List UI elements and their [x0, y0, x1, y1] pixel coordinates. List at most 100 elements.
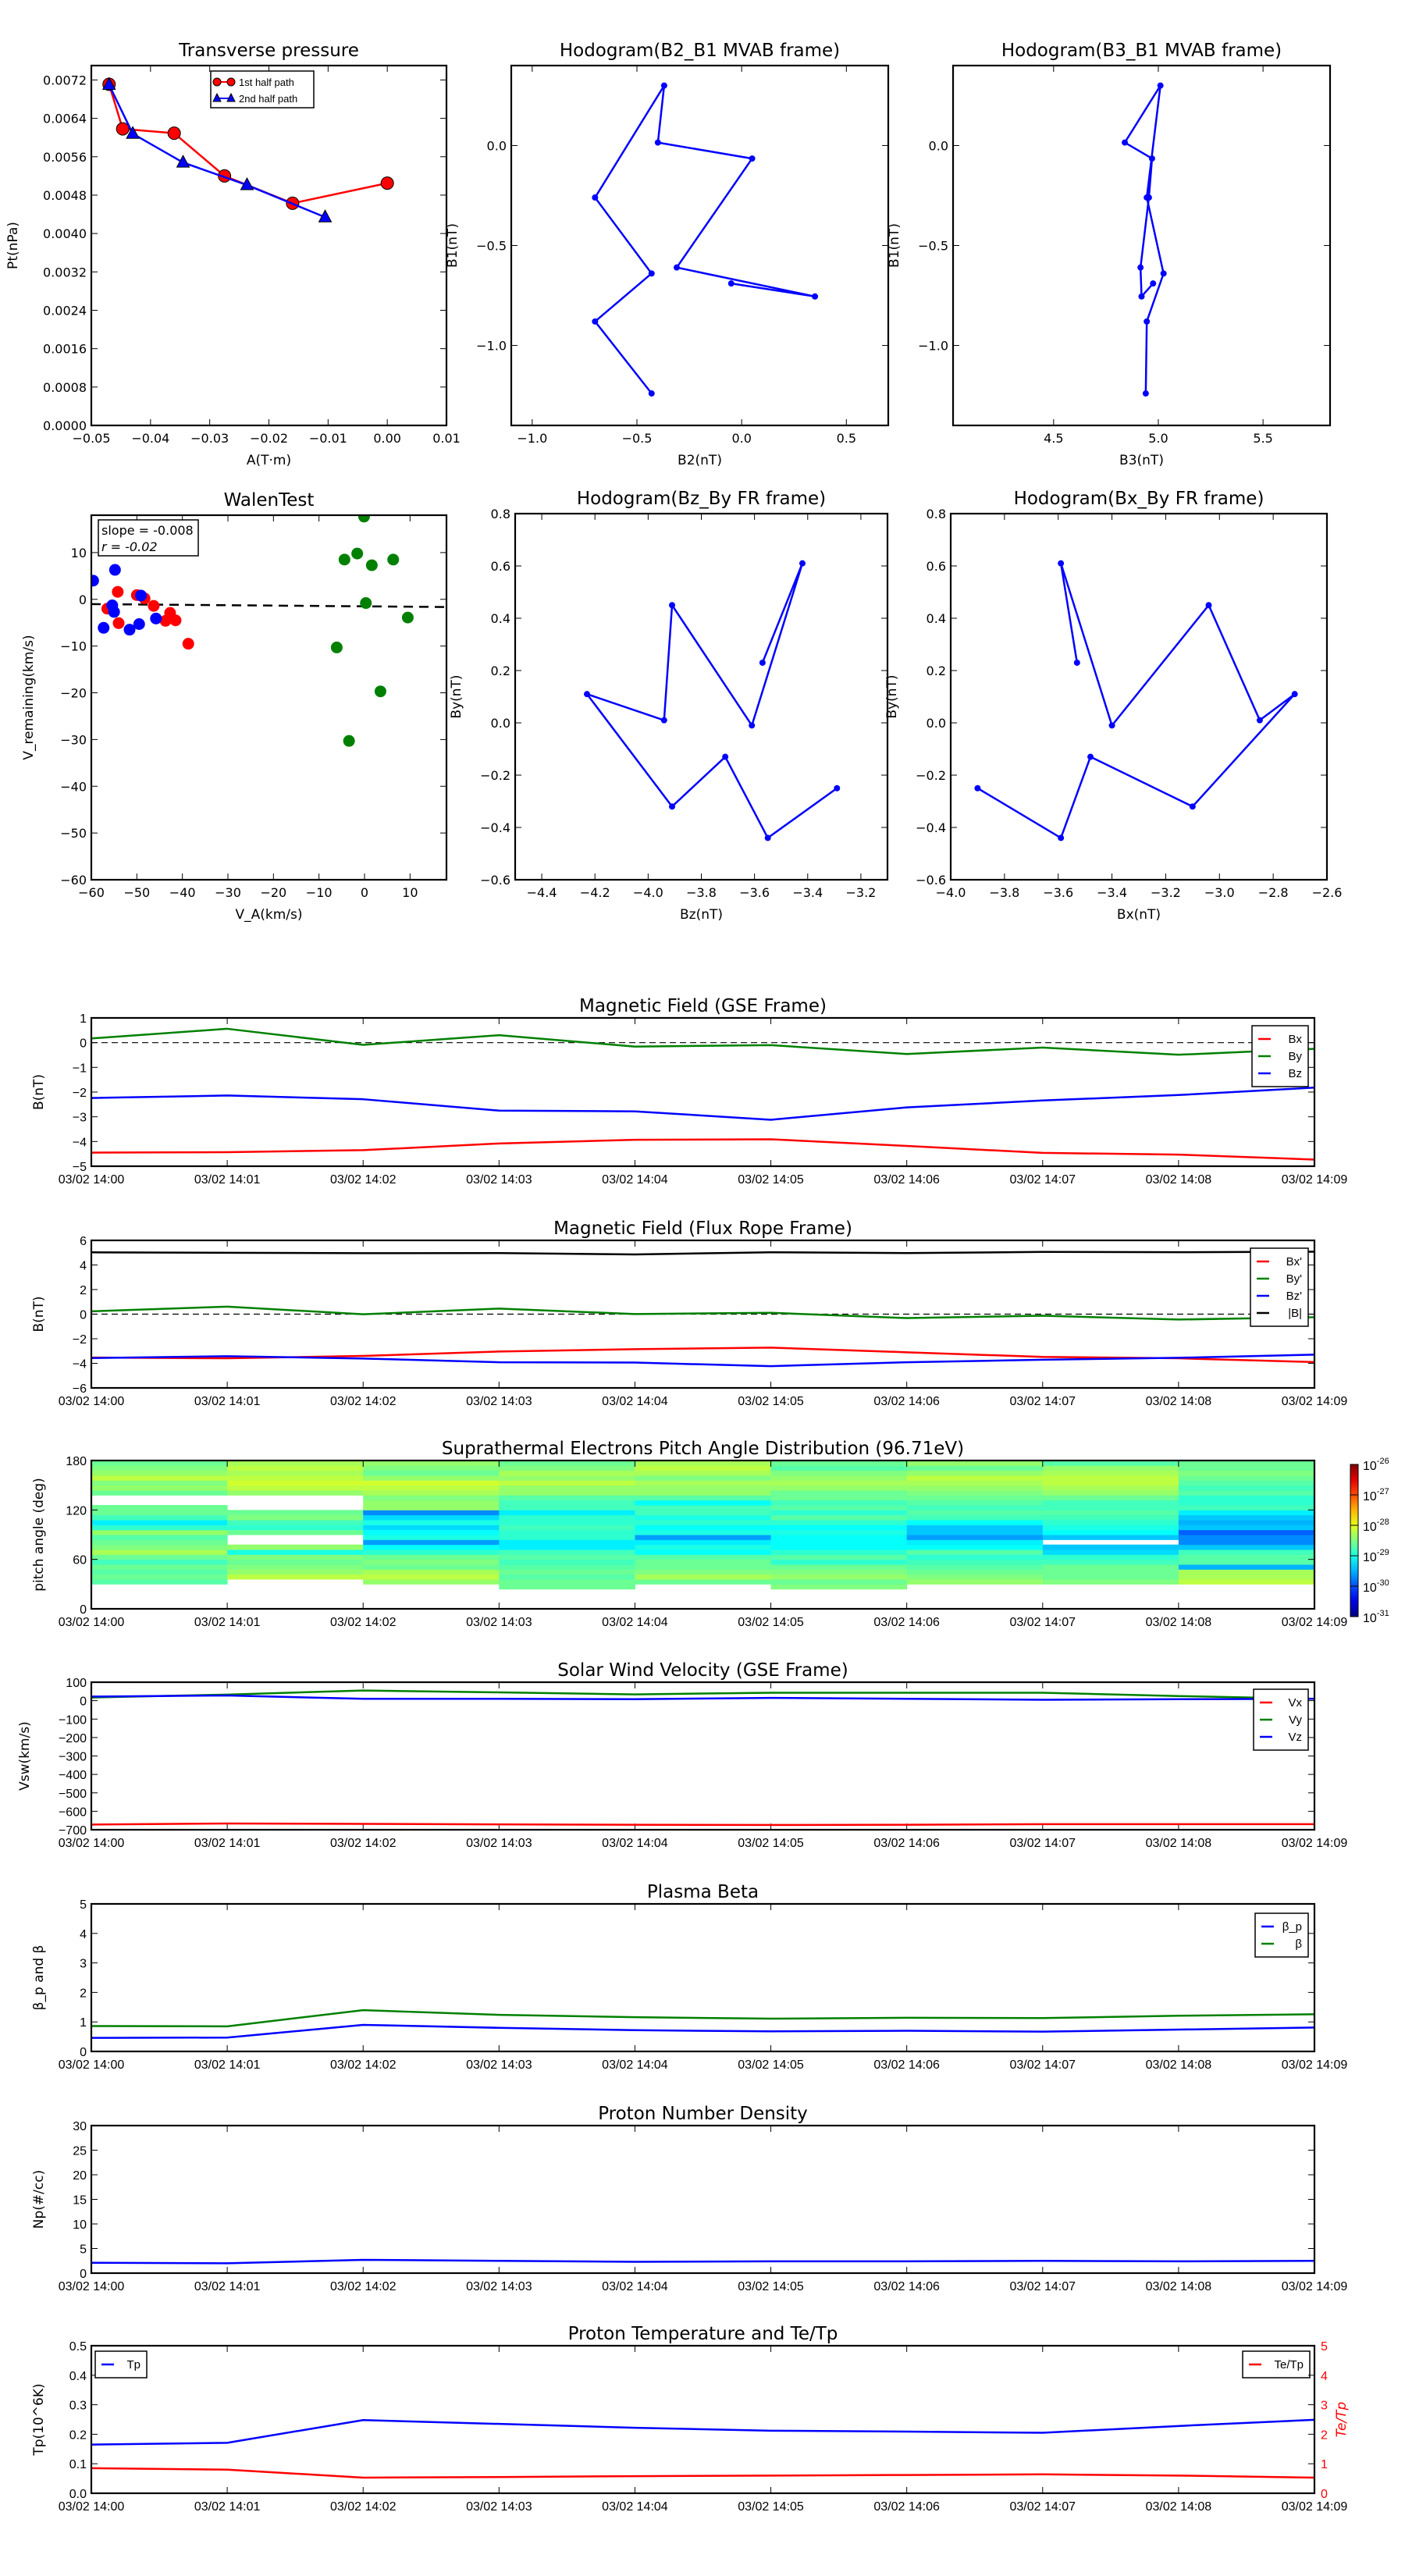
- y-tick-label: 120: [66, 1504, 87, 1517]
- heatmap-cell: [1042, 1564, 1179, 1570]
- heatmap-cell: [91, 1544, 228, 1550]
- y-tick-label: −500: [59, 1788, 87, 1801]
- time-tick-label: 03/02 14:08: [1146, 2500, 1212, 2514]
- heatmap-cell: [91, 1529, 228, 1535]
- colorbar-exponent: -27: [1377, 1487, 1389, 1496]
- data-point: [764, 834, 771, 841]
- x-tick-label: −3.8: [989, 885, 1019, 900]
- heatmap-cell: [227, 1554, 364, 1560]
- heatmap-cell: [770, 1550, 908, 1555]
- y-tick-label: −2: [73, 1333, 87, 1347]
- y-tick-label: 0.0048: [43, 188, 87, 203]
- heatmap-cell: [906, 1559, 1044, 1565]
- x-axis-label: V_A(km/s): [235, 907, 302, 923]
- y2-tick-label: 4: [1321, 2370, 1328, 2383]
- heatmap-cell: [906, 1569, 1044, 1575]
- y-tick-label: 6: [80, 1235, 87, 1248]
- time-tick-label: 03/02 14:05: [738, 2280, 804, 2293]
- data-point: [148, 600, 160, 612]
- heatmap-cell: [227, 1544, 364, 1550]
- y-axis-label: Tp(10^6K): [31, 2383, 47, 2456]
- series-line-1: [91, 1689, 1315, 1700]
- heatmap-cell: [227, 1485, 364, 1491]
- y-tick-label: 0.0040: [43, 226, 87, 241]
- legend-marker: [226, 92, 236, 102]
- time-tick-label: 03/02 14:05: [738, 1837, 804, 1850]
- time-tick-label: 03/02 14:00: [59, 1616, 125, 1629]
- heatmap-cell: [906, 1529, 1044, 1535]
- y-tick-label: −6: [73, 1382, 87, 1396]
- y-tick-label: 0.0: [69, 2488, 87, 2501]
- heatmap-cell: [227, 1480, 364, 1486]
- data-point: [1291, 691, 1298, 698]
- heatmap-cell: [227, 1569, 364, 1575]
- data-point: [592, 318, 599, 325]
- axes-frame: [90, 1016, 1316, 1168]
- data-point: [749, 155, 756, 162]
- y-tick-label: 0.4: [69, 2370, 87, 2383]
- heatmap-cell: [1042, 1510, 1179, 1516]
- heatmap-cell: [635, 1529, 772, 1535]
- heatmap-cell: [499, 1559, 635, 1565]
- x-tick-label: −0.05: [72, 431, 110, 446]
- y-tick-label: 0: [79, 592, 87, 607]
- heatmap-cell: [906, 1495, 1044, 1501]
- time-tick-label: 03/02 14:02: [330, 2500, 397, 2514]
- plot-area: [91, 515, 446, 880]
- heatmap-cell: [499, 1520, 635, 1525]
- heatmap-cell: [635, 1475, 772, 1481]
- colorbar-base: 10: [1363, 1612, 1377, 1625]
- y-axis-label: B1(nT): [887, 223, 902, 268]
- time-tick-label: 03/02 14:01: [194, 2500, 261, 2514]
- time-tick-label: 03/02 14:05: [738, 1616, 804, 1629]
- y-tick-label: 0.5: [69, 2340, 87, 2354]
- colorbar-exponent: -26: [1377, 1457, 1389, 1466]
- x-tick-label: 0.01: [432, 431, 461, 446]
- heatmap-cell: [906, 1544, 1044, 1550]
- series-line-1: [91, 2008, 1315, 2028]
- chart-title: Plasma Beta: [647, 1882, 759, 1902]
- colorbar-tick-label: 10-27: [1363, 1487, 1389, 1503]
- y-tick-label: −0.5: [918, 239, 948, 254]
- heatmap-cell: [91, 1490, 228, 1496]
- heatmap-cell: [1178, 1564, 1315, 1570]
- heatmap-cell: [499, 1564, 635, 1570]
- time-tick-label: 03/02 14:08: [1146, 1837, 1212, 1850]
- y-tick-label: 0: [80, 1695, 87, 1709]
- data-point: [1058, 834, 1065, 841]
- chart-hodogram-b2-b1: Hodogram(B2_B1 MVAB frame) −1.0 −0.5 0.0 0.5…: [445, 41, 890, 468]
- axes-frame: [90, 1902, 1316, 2053]
- data-point: [592, 194, 599, 201]
- y-axis-label: pitch angle (deg): [31, 1478, 47, 1592]
- heatmap-cell: [906, 1579, 1044, 1585]
- data-point: [1142, 390, 1149, 397]
- series-line-0: [91, 2023, 1315, 2039]
- heatmap-cell: [1042, 1550, 1179, 1555]
- heatmap-cell: [363, 1520, 500, 1525]
- heatmap-cell: [906, 1574, 1044, 1580]
- time-tick-label: 03/02 14:00: [59, 2058, 125, 2072]
- time-tick-label: 03/02 14:05: [738, 2500, 804, 2514]
- y-tick-label: 0.0000: [43, 418, 87, 433]
- time-tick-label: 03/02 14:04: [602, 2058, 668, 2072]
- series-line-0: [976, 562, 1296, 839]
- x-tick-label: −3.6: [1043, 885, 1073, 900]
- y-tick-label: 10: [73, 2218, 87, 2232]
- legend-label: Bz': [1286, 1290, 1303, 1303]
- data-point: [116, 122, 130, 136]
- x-axis-label: Bz(nT): [680, 907, 723, 923]
- y-tick-label: −1.0: [476, 339, 507, 354]
- x-tick-label: 4.5: [1044, 431, 1063, 446]
- x-tick-label: −2.6: [1312, 885, 1343, 900]
- heatmap-cell: [635, 1510, 772, 1516]
- heatmap-cell: [227, 1514, 364, 1521]
- heatmap-cell: [499, 1535, 635, 1540]
- time-tick-label: 03/02 14:03: [466, 2500, 532, 2514]
- heatmap-cell: [906, 1510, 1044, 1516]
- data-point: [648, 390, 655, 397]
- plot-area: [511, 66, 888, 425]
- chart-title: Magnetic Field (GSE Frame): [579, 996, 827, 1016]
- y-tick-label: 1: [80, 1012, 87, 1026]
- data-point: [1144, 318, 1151, 325]
- heatmap-cell: [1178, 1480, 1315, 1486]
